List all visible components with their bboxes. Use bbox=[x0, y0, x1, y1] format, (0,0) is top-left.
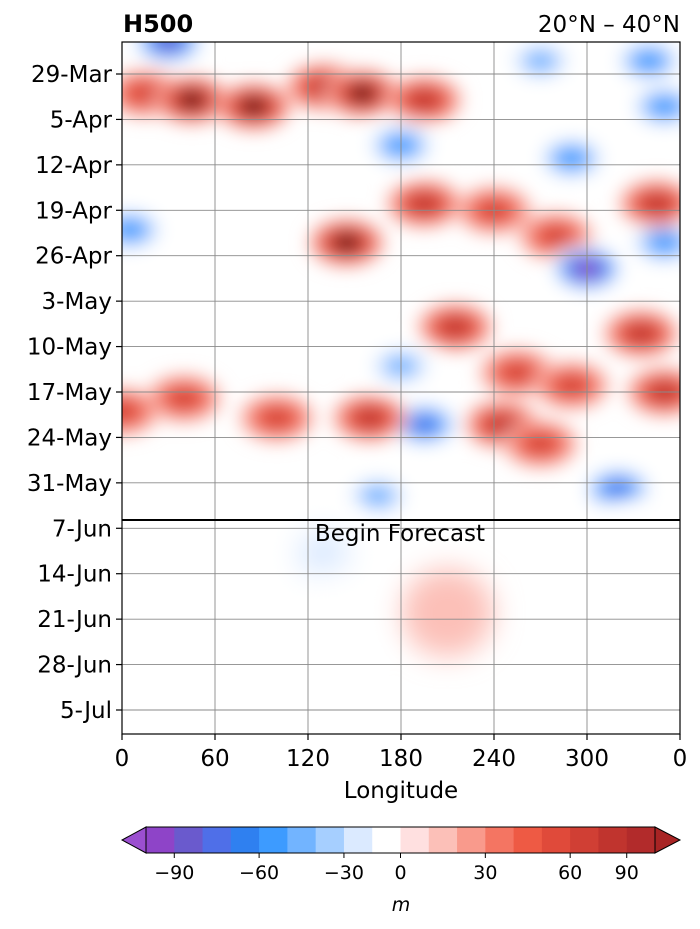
y-tick-label-4: 26-Apr bbox=[35, 244, 112, 270]
y-tick-label-13: 28-Jun bbox=[37, 653, 112, 679]
anomaly-feature-26 bbox=[533, 361, 610, 410]
anomaly-feature-17 bbox=[626, 218, 680, 267]
x-tick-label-2: 120 bbox=[286, 746, 330, 772]
colorbar-segment-12 bbox=[485, 827, 515, 853]
y-tick-label-1: 5-Apr bbox=[50, 107, 113, 133]
y-tick-label-11: 14-Jun bbox=[37, 562, 112, 588]
y-tick-label-3: 19-Apr bbox=[35, 198, 112, 224]
colorbar-segment-9 bbox=[400, 827, 430, 853]
anomaly-feature-32 bbox=[502, 419, 579, 468]
x-axis-label: Longitude bbox=[344, 778, 458, 804]
colorbar-segment-0 bbox=[146, 827, 175, 853]
y-tick-label-7: 17-May bbox=[27, 380, 112, 406]
colorbar-segment-14 bbox=[541, 827, 571, 853]
y-tick-label-0: 29-Mar bbox=[31, 62, 113, 88]
colorbar-segment-4 bbox=[259, 827, 288, 853]
colorbar-segment-16 bbox=[598, 827, 628, 853]
y-tick-label-8: 24-May bbox=[27, 425, 112, 451]
y-axis: 29-Mar 5-Apr 12-Apr 19-Apr 26-Apr 3-May 10-May… bbox=[27, 62, 122, 724]
colorbar-segment-11 bbox=[457, 827, 486, 853]
colorbar-tick-label-2: −30 bbox=[324, 862, 364, 884]
anomaly-feature-2 bbox=[153, 75, 230, 124]
colorbar-segment-7 bbox=[343, 827, 373, 853]
y-tick-label-10: 7-Jun bbox=[52, 516, 112, 542]
forecast-label: Begin Forecast bbox=[315, 521, 485, 547]
colorbar-segment-3 bbox=[230, 827, 260, 853]
x-tick-label-4: 240 bbox=[472, 746, 516, 772]
colorbar-segment-2 bbox=[202, 827, 232, 853]
anomaly-feature-33 bbox=[146, 374, 222, 423]
anomaly-feature-14 bbox=[456, 186, 532, 235]
y-tick-label-14: 5-Jul bbox=[60, 698, 112, 724]
anomaly-feature-34 bbox=[122, 387, 160, 436]
anomaly-feature-8 bbox=[502, 42, 579, 86]
anomaly-feature-12 bbox=[386, 179, 463, 228]
colorbar-under-arrow bbox=[120, 826, 147, 854]
colorbar-segment-6 bbox=[315, 827, 345, 853]
colorbar-tick-label-0: −90 bbox=[154, 862, 194, 884]
x-tick-label-1: 60 bbox=[200, 746, 229, 772]
x-tick-label-5: 300 bbox=[565, 746, 609, 772]
colorbar-segment-10 bbox=[428, 827, 458, 853]
colorbar-tick-label-1: −60 bbox=[239, 862, 279, 884]
colorbar-tick-label-6: 90 bbox=[615, 862, 639, 884]
anomaly-feature-0 bbox=[130, 42, 207, 66]
chart-title: H500 bbox=[123, 10, 193, 38]
anomaly-feature-6 bbox=[386, 75, 463, 124]
y-tick-label-9: 31-May bbox=[27, 471, 112, 497]
anomaly-feature-20 bbox=[417, 303, 494, 352]
x-tick-label-3: 180 bbox=[379, 746, 423, 772]
anomaly-feature-22 bbox=[386, 400, 463, 449]
colorbar-tick-label-5: 60 bbox=[558, 862, 582, 884]
forecast-anomaly-field bbox=[277, 503, 680, 657]
anomaly-feature-5 bbox=[324, 69, 401, 118]
anomaly-feature-27 bbox=[603, 309, 680, 358]
anomaly-feature-11 bbox=[626, 82, 680, 131]
x-tick-label-6: 0 bbox=[673, 746, 688, 772]
colorbar-tick-label-3: 0 bbox=[394, 862, 406, 884]
anomaly-feature-38 bbox=[587, 503, 680, 592]
colorbar-segment-5 bbox=[287, 827, 317, 853]
colorbar-segment-17 bbox=[626, 827, 656, 853]
x-tick-label-0: 0 bbox=[115, 746, 130, 772]
y-tick-label-2: 12-Apr bbox=[35, 153, 112, 179]
anomaly-feature-13 bbox=[308, 218, 385, 267]
colorbar-segment-15 bbox=[570, 827, 599, 853]
anomaly-feature-19 bbox=[618, 179, 680, 228]
anomaly-feature-25 bbox=[479, 348, 556, 397]
colorbar-tick-label-4: 30 bbox=[473, 862, 497, 884]
colorbar-segment-13 bbox=[513, 827, 543, 853]
x-axis: 0 60 120 180 240 300 0 bbox=[115, 734, 688, 772]
anomaly-feature-18 bbox=[122, 205, 168, 254]
anomaly-feature-37 bbox=[293, 568, 385, 657]
anomaly-feature-10 bbox=[533, 134, 610, 183]
colorbar: −90 −60 −30 0 30 60 90 bbox=[120, 826, 682, 884]
anomaly-feature-29 bbox=[580, 465, 656, 514]
colorbar-over-arrow bbox=[654, 826, 682, 854]
anomaly-feature-36 bbox=[401, 568, 494, 657]
anomaly-feature-35 bbox=[239, 393, 315, 442]
anomaly-feature-23 bbox=[332, 393, 408, 442]
colorbar-label: m bbox=[392, 894, 411, 916]
colorbar-segment-8 bbox=[372, 827, 401, 853]
anomaly-feature-30 bbox=[339, 471, 416, 519]
anomaly-feature-9 bbox=[611, 42, 680, 86]
region-subtitle: 20°N – 40°N bbox=[538, 12, 680, 38]
y-tick-label-12: 21-Jun bbox=[37, 607, 112, 633]
y-tick-label-5: 3-May bbox=[42, 289, 112, 315]
anomaly-feature-3 bbox=[215, 82, 292, 131]
colorbar-segment-1 bbox=[174, 827, 204, 853]
y-tick-label-6: 10-May bbox=[27, 335, 112, 361]
